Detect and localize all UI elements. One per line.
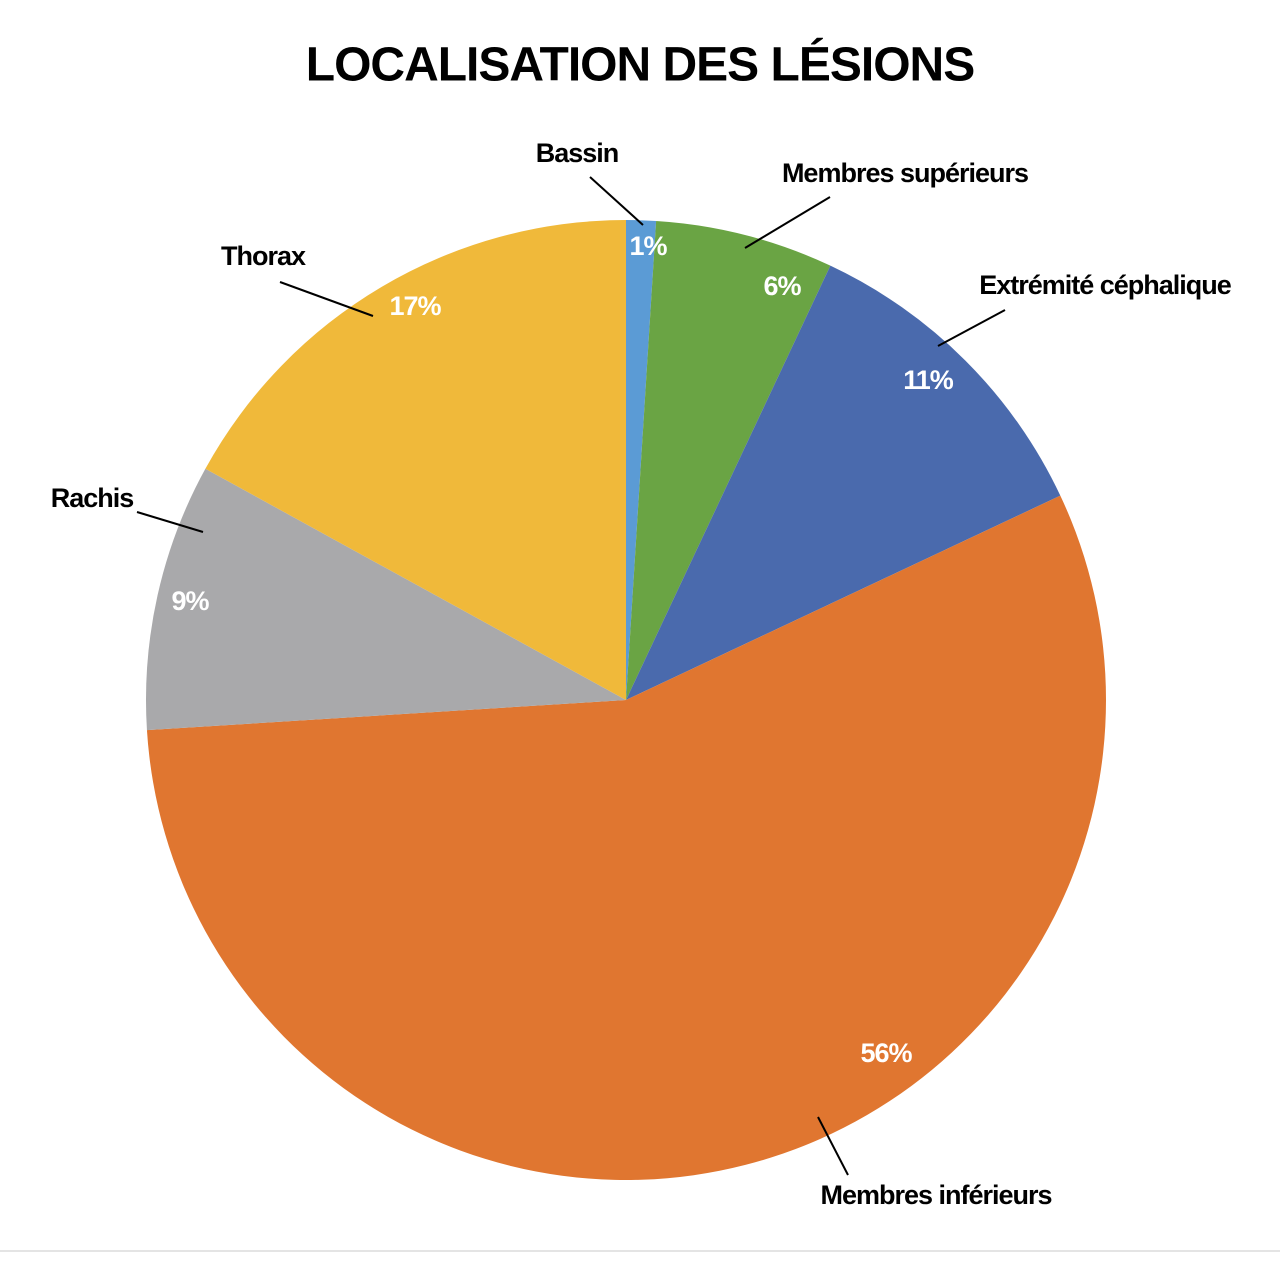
- pie-slice: [146, 468, 627, 731]
- pie-slice: [205, 220, 626, 700]
- category-label: Membres supérieurs: [782, 158, 1028, 188]
- category-label: Rachis: [51, 483, 134, 513]
- category-label: Extrémité céphalique: [979, 270, 1232, 300]
- leader-line: [817, 1116, 849, 1176]
- leader-line: [937, 309, 1006, 347]
- leader-line: [589, 176, 644, 226]
- pie-slice: [626, 265, 1061, 700]
- leader-line: [136, 511, 204, 533]
- value-label: 9%: [171, 586, 209, 616]
- pie-slice: [626, 220, 831, 700]
- category-label: Membres inférieurs: [820, 1180, 1051, 1210]
- category-label: Bassin: [536, 138, 619, 168]
- leader-line: [279, 281, 374, 317]
- pie-slice: [146, 495, 1107, 1180]
- pie-slice: [626, 220, 657, 700]
- value-label: 17%: [389, 291, 441, 321]
- value-label: 6%: [763, 271, 801, 301]
- value-label: 11%: [903, 365, 954, 395]
- value-label: 56%: [860, 1038, 912, 1068]
- leader-line: [744, 196, 831, 249]
- category-label: Thorax: [221, 241, 306, 271]
- chart-title: LOCALISATION DES LÉSIONS: [306, 38, 974, 92]
- value-label: 1%: [629, 231, 667, 261]
